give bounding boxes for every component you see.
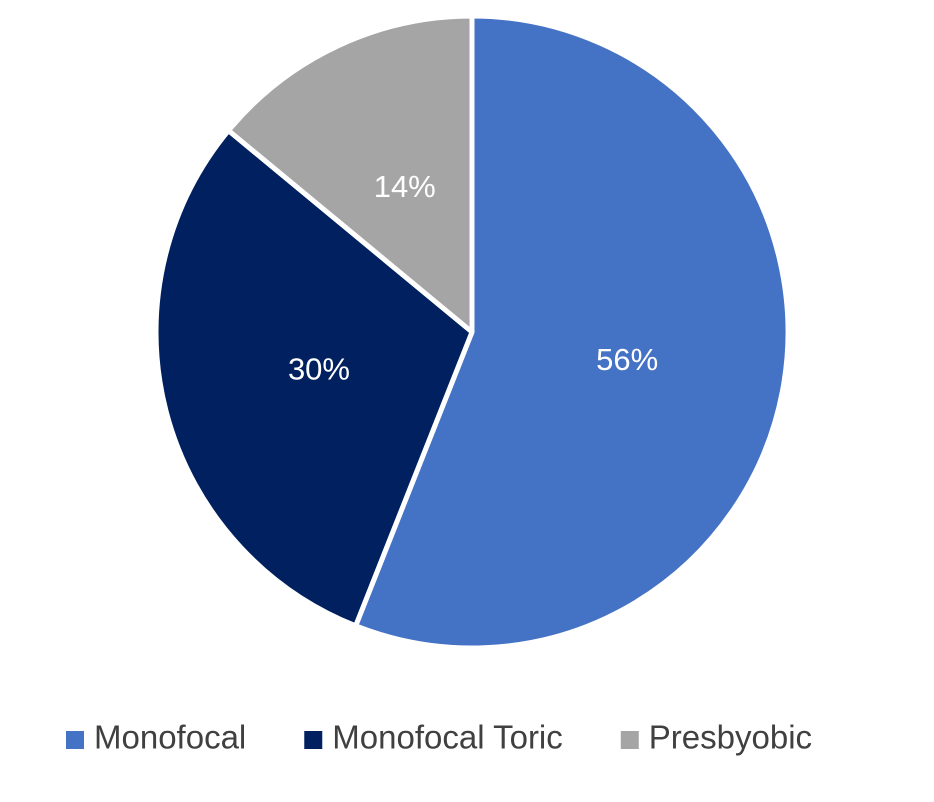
data-label: 30%	[288, 351, 350, 386]
data-label: 56%	[596, 342, 658, 377]
legend-swatch	[304, 731, 323, 749]
legend-label: Presbyobic	[649, 719, 812, 756]
legend-swatch	[620, 731, 639, 749]
pie-slice	[226, 13, 475, 335]
data-label: 14%	[374, 169, 436, 204]
legend-swatch	[66, 731, 84, 749]
legend-label: Monofocal Toric	[332, 719, 563, 756]
legend-label: Monofocal	[94, 719, 246, 756]
pie-slice	[153, 128, 475, 629]
pie-slice	[353, 13, 791, 651]
